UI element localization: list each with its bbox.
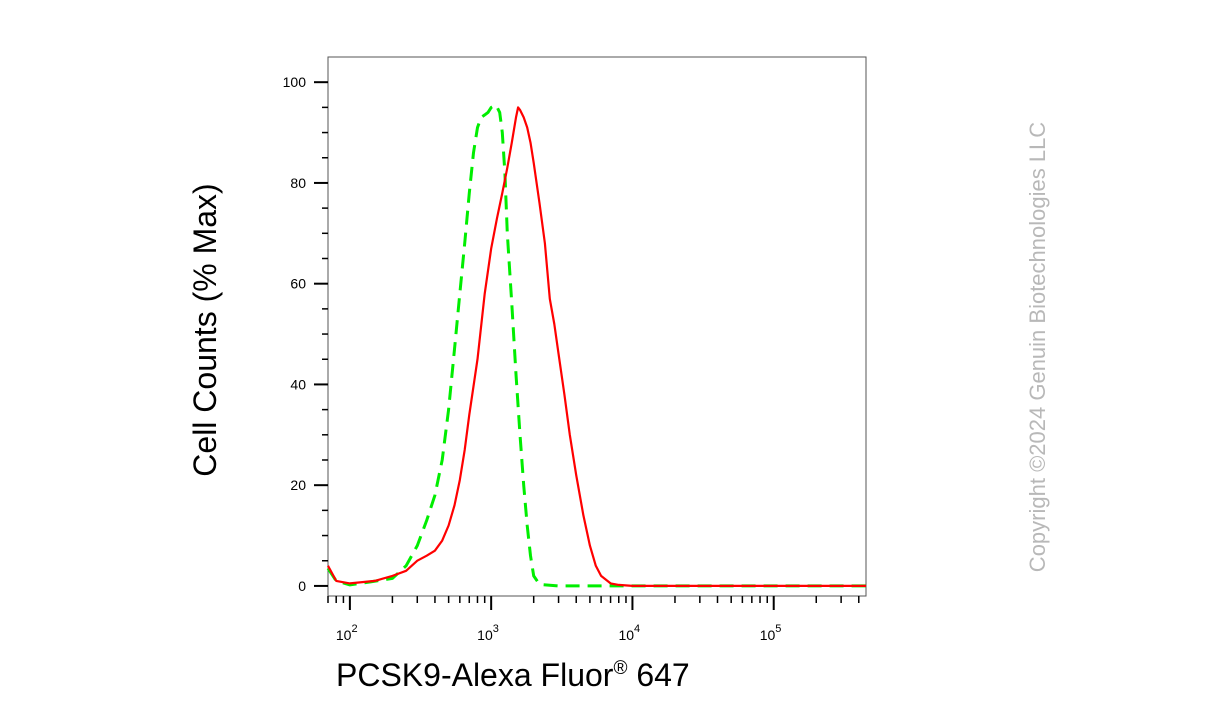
series-line-dashed-green bbox=[326, 103, 866, 588]
y-axis-title: Cell Counts (% Max) bbox=[187, 183, 223, 476]
x-axis-title: PCSK9-Alexa Fluor® 647 bbox=[336, 657, 690, 693]
x-axis-title-main: PCSK9-Alexa Fluor bbox=[336, 657, 614, 693]
series-line-solid-red bbox=[327, 106, 866, 587]
y-tick-label: 20 bbox=[290, 477, 306, 493]
x-tick-label: 103 bbox=[477, 623, 499, 643]
plot-area bbox=[326, 56, 867, 597]
y-tick-label: 40 bbox=[290, 376, 306, 392]
x-tick-label: 104 bbox=[618, 623, 640, 643]
plot-frame bbox=[327, 56, 867, 597]
y-tick-label: 100 bbox=[283, 74, 307, 90]
x-axis-title-suffix: 647 bbox=[627, 657, 689, 693]
y-tick-label: 60 bbox=[290, 276, 306, 292]
x-axis: 102 103 104 105 bbox=[327, 596, 860, 643]
x-axis-title-superscript: ® bbox=[613, 658, 627, 679]
x-tick-label: 102 bbox=[336, 623, 358, 643]
y-tick-label: 0 bbox=[298, 578, 306, 594]
y-tick-label: 80 bbox=[290, 175, 306, 191]
copyright-watermark: Copyright ©2024 Genuin Biotechnologies L… bbox=[1025, 122, 1050, 573]
y-axis: 0 20 40 60 80 100 bbox=[283, 74, 328, 594]
x-tick-label: 105 bbox=[760, 623, 782, 643]
